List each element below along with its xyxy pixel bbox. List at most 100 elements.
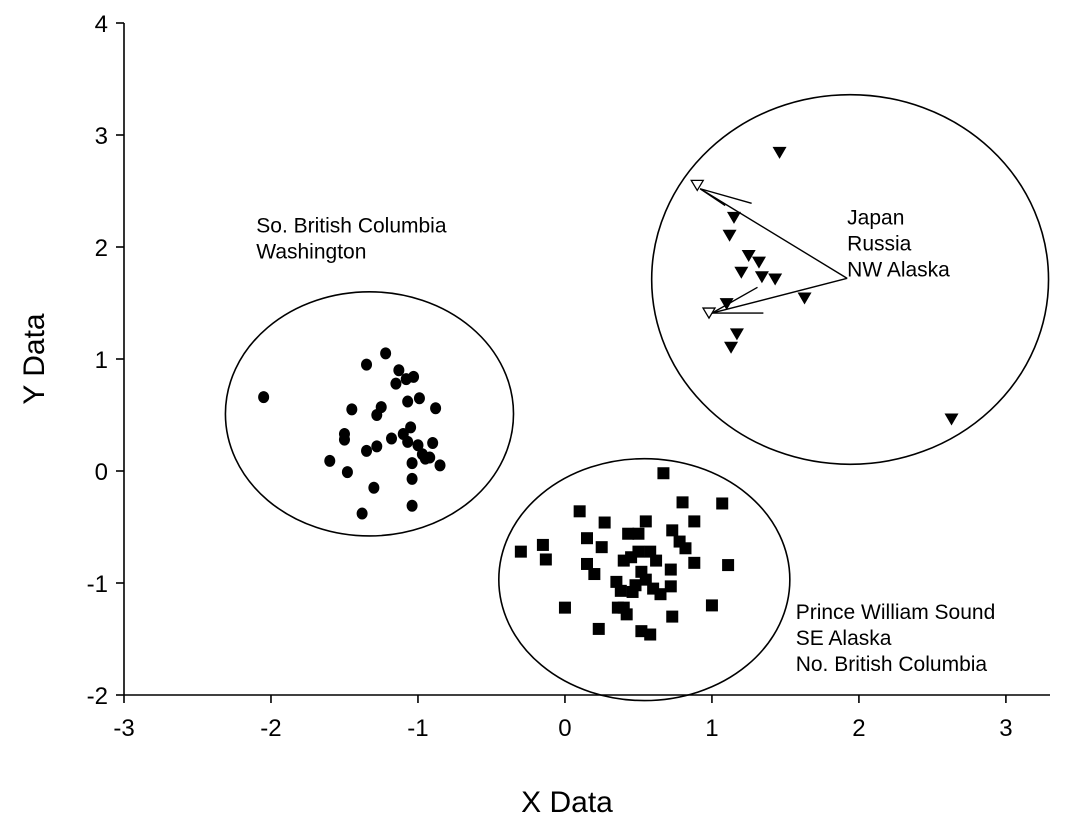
cluster-ellipses: [224, 93, 1050, 702]
x-tick-label: -3: [113, 715, 134, 742]
axes: [123, 23, 1050, 696]
circle-point: [402, 395, 414, 408]
cluster-ellipse: [224, 290, 515, 537]
annotation-line: No. British Columbia: [796, 653, 988, 676]
circle-point: [375, 401, 387, 414]
annotation-line: Russia: [847, 233, 912, 256]
square-point: [592, 622, 605, 635]
y-tick-label: -1: [87, 571, 108, 598]
square-point: [664, 580, 677, 593]
square-point: [666, 610, 679, 623]
leader-line: [699, 188, 752, 204]
x-tick-label: -2: [260, 715, 281, 742]
y-ticks: -2 -1 0 1 2 3 4: [87, 11, 124, 710]
square-point: [629, 579, 642, 592]
square-point: [650, 554, 663, 567]
triangle-point: [741, 249, 756, 262]
square-point: [598, 516, 611, 529]
y-axis-title: Y Data: [18, 313, 51, 404]
square-point: [632, 527, 645, 540]
square-point: [676, 496, 689, 509]
square-point: [644, 628, 657, 641]
annotations: So. British Columbia Washington Japan Russi…: [256, 207, 995, 676]
circle-point: [338, 428, 350, 441]
x-tick-label: 0: [558, 715, 571, 742]
leader-line: [699, 188, 726, 207]
cluster-ellipse: [498, 457, 791, 702]
circle-point: [434, 459, 446, 472]
data-points: [258, 146, 959, 641]
y-tick-label: 3: [95, 123, 108, 150]
x-tick-label: 3: [999, 715, 1012, 742]
leader-line: [711, 277, 848, 314]
square-point: [620, 608, 633, 621]
leader-line: [711, 286, 758, 314]
y-tick-label: -2: [87, 683, 108, 710]
triangle-point: [768, 273, 783, 286]
square-point: [622, 527, 635, 540]
square-point: [614, 584, 627, 597]
triangle-point: [724, 341, 739, 354]
y-tick-label: 4: [95, 11, 108, 38]
triangle-point: [944, 413, 959, 426]
square-point: [581, 557, 593, 570]
x-ticks: -3 -2 -1 0 1 2 3: [113, 695, 1013, 742]
circle-point: [390, 377, 402, 390]
triangle-point: [726, 211, 741, 224]
annotation-line: Japan: [847, 207, 904, 230]
square-point: [664, 563, 677, 576]
square-point: [688, 515, 701, 528]
triangle-point: [722, 229, 737, 242]
circle-point: [405, 421, 417, 434]
y-tick-label: 1: [95, 347, 108, 374]
square-point: [514, 545, 527, 558]
circle-point: [368, 481, 380, 494]
triangle-point: [797, 292, 812, 305]
region-annotation: Prince William Sound SE Alaska No. British…: [796, 601, 996, 676]
circle-point: [412, 439, 424, 452]
square-point: [679, 542, 692, 555]
circle-point: [371, 440, 383, 453]
circle-point: [346, 403, 358, 416]
y-tick-label: 2: [95, 235, 108, 262]
triangle-point: [772, 146, 787, 159]
circle-point: [386, 432, 398, 445]
square-point: [573, 505, 586, 518]
square-point: [705, 599, 718, 612]
circle-point: [406, 457, 418, 470]
square-point: [595, 541, 608, 554]
square-point: [639, 515, 652, 528]
triangle-point: [719, 298, 734, 311]
circle-point: [430, 402, 442, 415]
leader-line: [699, 188, 848, 279]
x-tick-label: 2: [852, 715, 865, 742]
circle-point: [406, 499, 418, 512]
circle-point: [361, 358, 373, 371]
square-point: [654, 588, 667, 601]
square-point: [716, 497, 729, 510]
annotation-line: So. British Columbia: [256, 214, 447, 237]
triangle-point: [754, 271, 769, 284]
open-triangle-point: [690, 179, 705, 192]
annotation-line: Washington: [256, 240, 366, 263]
annotation-line: SE Alaska: [796, 627, 892, 650]
annotation-line: Prince William Sound: [796, 601, 996, 624]
triangle-point: [751, 256, 766, 269]
leader-lines: [699, 188, 848, 314]
triangle-point: [729, 328, 744, 341]
open-triangle-point: [701, 307, 717, 320]
square-point: [536, 538, 549, 551]
circle-point: [393, 364, 405, 377]
circle-point: [402, 435, 414, 448]
square-point: [722, 559, 735, 572]
circle-point: [427, 437, 439, 449]
circle-point: [424, 451, 436, 464]
circle-point: [324, 454, 336, 467]
square-point: [558, 601, 571, 614]
square-point: [581, 532, 593, 545]
circle-point: [408, 370, 420, 383]
circle-point: [361, 444, 373, 457]
circle-point: [380, 347, 392, 360]
square-point: [632, 545, 645, 558]
